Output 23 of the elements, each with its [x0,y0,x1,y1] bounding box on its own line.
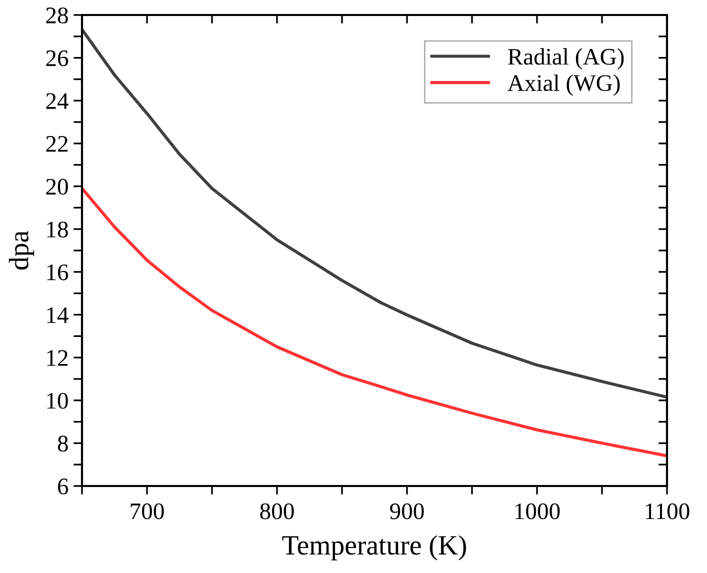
x-tick-label: 1000 [515,503,560,520]
y-tick-label: 6 [58,478,68,494]
x-tick-label: 700 [130,503,164,520]
y-tick-label: 18 [47,222,68,238]
y-tick-label: 24 [46,93,68,109]
y-axis-title: dpa [8,230,34,270]
y-tick-label: 16 [47,264,68,280]
y-tick-label: 8 [58,436,68,452]
legend-label: Radial (AG) [508,48,624,70]
x-tick-label: 900 [390,503,424,520]
x-tick-label: 800 [260,503,294,520]
y-tick-label: 14 [47,307,68,323]
y-tick-label: 26 [46,50,68,66]
line-series [82,186,667,458]
y-tick-label: 10 [47,392,68,409]
y-tick-label: 20 [46,178,68,195]
x-axis-title: Temperature (K) [282,535,466,560]
legend-label: Axial (WG) [508,74,620,96]
y-tick-label: 12 [47,350,68,366]
x-tick-label: 1100 [646,503,690,520]
y-tick-label: 28 [46,7,68,24]
line-series [82,28,667,399]
y-tick-label: 22 [46,136,68,152]
